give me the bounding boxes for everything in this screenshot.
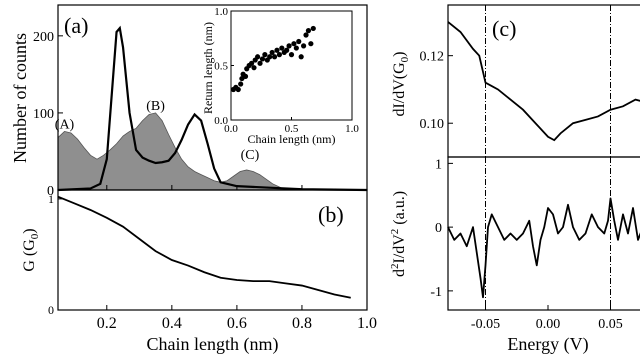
x-tick-label-c-bottom: 0.05 — [598, 317, 623, 332]
inset-data-point — [288, 52, 295, 58]
panel-label-a: (a) — [64, 13, 88, 38]
x-tick-label-b: 0.2 — [97, 315, 117, 332]
panel-b-frame — [57, 189, 368, 311]
inset-data-point — [255, 54, 261, 60]
y-axis-label-a: Number of counts — [10, 33, 30, 163]
inset-data-point — [274, 47, 280, 53]
panel-label-b: (b) — [318, 202, 344, 227]
inset-data-point — [301, 43, 307, 49]
inset-data-point — [238, 81, 244, 87]
inset-data-point — [259, 56, 266, 62]
inset-data-point — [286, 43, 292, 49]
inset-x-axis-label: Chain length (nm) — [248, 132, 336, 146]
inset-data-point — [242, 73, 249, 79]
series-d2idv2 — [447, 197, 640, 299]
inset-data-point — [305, 28, 312, 34]
x-tick-label-b: 0.6 — [227, 315, 247, 332]
inset-data-point — [248, 60, 255, 66]
series-didv — [447, 21, 640, 142]
y-tick-label-c-top: 0.10 — [420, 117, 445, 132]
inset-data-point — [303, 32, 309, 38]
x-tick-label-b: 0.4 — [162, 315, 182, 332]
y-axis-label-c-top: dI/dV(G0) — [391, 51, 411, 116]
inset-data-point — [298, 54, 304, 60]
x-axis-label-c: Energy (V) — [507, 334, 588, 355]
series-filled-histogram — [57, 112, 286, 191]
x-tick-label-b: 1.0 — [357, 315, 377, 332]
series-line-histogram — [57, 25, 368, 192]
inset-data-point — [279, 45, 285, 51]
y-axis-label-c-bottom: d2I/dV2 (a.u.) — [389, 191, 408, 277]
inset-x-tick-label: 0.0 — [224, 123, 238, 135]
inset-data-point — [269, 49, 275, 56]
y-tick-label-a: 100 — [33, 107, 54, 122]
peak-label: (A) — [55, 117, 75, 132]
x-tick-label-c-bottom: 0.00 — [536, 317, 561, 332]
peak-label: (C) — [241, 148, 260, 163]
y-axis-label-b: G (G0) — [21, 228, 41, 271]
inset-data-point — [251, 65, 257, 71]
inset-data-point — [235, 86, 241, 93]
x-axis-label-b: Chain length (nm) — [147, 334, 279, 355]
panel-label-c: (c) — [492, 16, 516, 41]
inset-data-point — [276, 52, 282, 58]
inset-data-point — [296, 38, 302, 45]
panel-c-top-frame — [447, 4, 640, 158]
inset-x-tick-label: 1.0 — [345, 123, 359, 135]
panel-c-bottom-frame — [447, 156, 640, 311]
inset-data-point — [308, 41, 314, 47]
inset-data-point — [293, 45, 299, 51]
inset-data-point — [257, 60, 263, 66]
x-tick-label-c-bottom: -0.05 — [471, 317, 500, 332]
inset-data-point — [291, 41, 297, 47]
inset-data-point — [271, 54, 278, 60]
inset-data-point — [310, 25, 316, 32]
inset-y-tick-label: 0.5 — [214, 61, 228, 73]
inset-y-tick-label: 0.0 — [214, 115, 228, 127]
inset-data-point — [284, 47, 290, 53]
inset-x-tick-label: 0.5 — [285, 123, 299, 135]
y-tick-label-b: 0 — [48, 303, 54, 317]
x-tick-label-b: 0.8 — [292, 315, 312, 332]
inset-y-tick-label: 1.0 — [214, 6, 228, 18]
y-tick-label-c-bottom: 1 — [435, 157, 442, 172]
y-tick-label-c-bottom: 0 — [435, 221, 442, 236]
series-conductance — [57, 195, 351, 299]
y-tick-label-b: 1 — [48, 192, 54, 206]
y-tick-label-a: 200 — [33, 30, 54, 45]
peak-label: (B) — [146, 99, 165, 114]
inset-y-axis-label: Return length (nm) — [201, 22, 215, 114]
inset-data-point — [262, 52, 268, 58]
inset-data-point — [267, 54, 273, 60]
y-tick-label-c-top: 0.12 — [420, 50, 445, 65]
y-tick-label-c-bottom: -1 — [430, 285, 442, 300]
y-tick-label-a: 0 — [47, 184, 54, 199]
